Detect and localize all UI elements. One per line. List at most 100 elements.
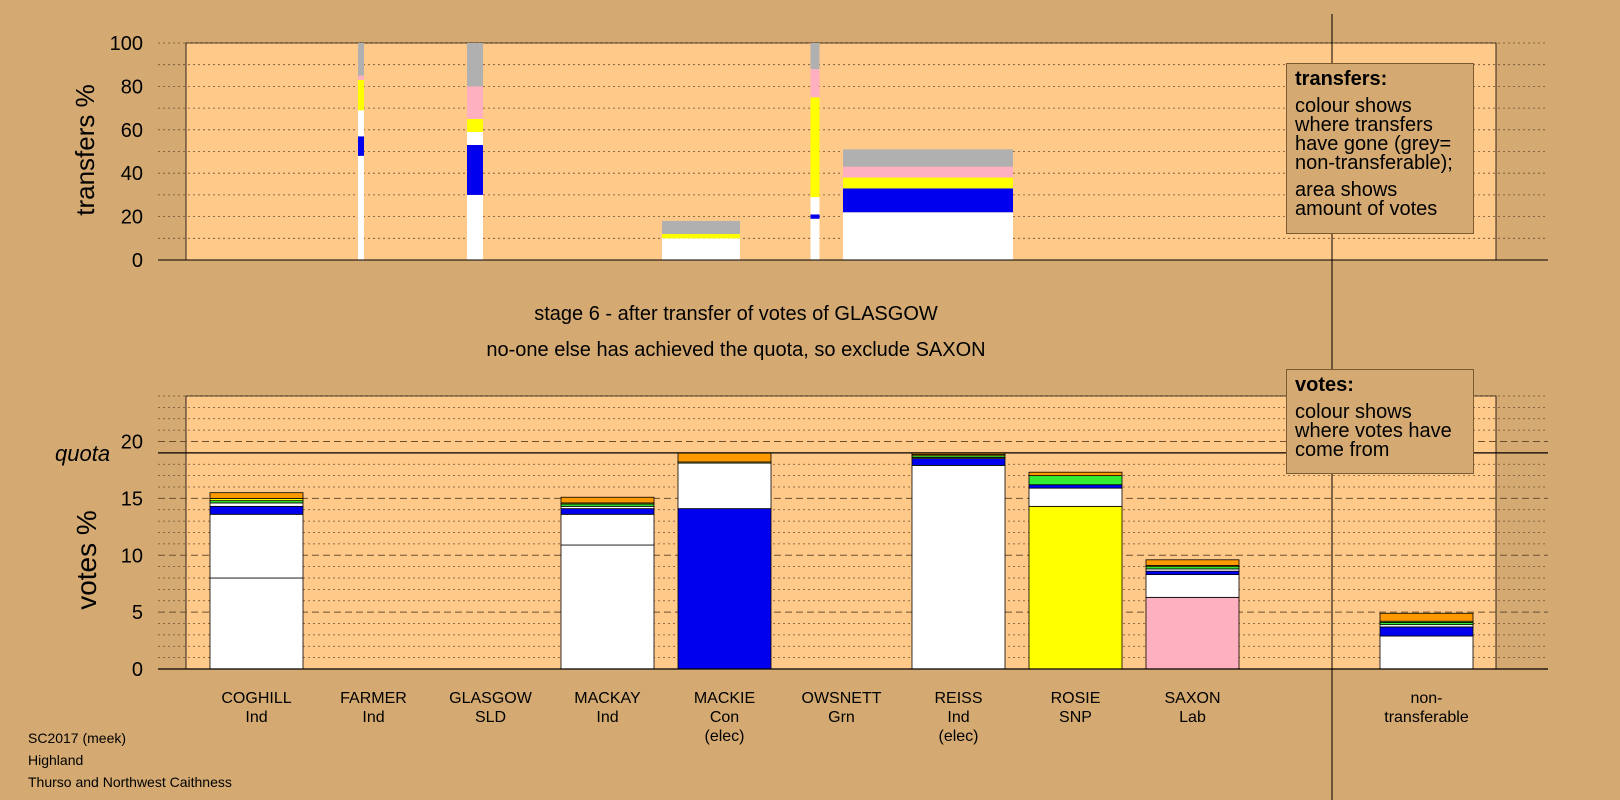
transfer-bar-segment [843,188,1013,213]
transfer-bar-segment [358,110,364,137]
transfers-y-tick-label: 100 [110,33,143,55]
transfer-bar-segment [843,149,1013,167]
vote-bar-segment [209,577,304,670]
votes-legend: votes: colour shows where votes have com… [1286,369,1474,474]
vote-bar-segment [1379,635,1474,670]
candidate-label: SLD [475,709,506,726]
transfer-bar-segment [467,118,483,132]
vote-bar-segment [1145,570,1240,575]
candidate-label: MACKIE [694,690,755,707]
candidate-label: ROSIE [1051,690,1101,707]
transfers-y-tick-label: 40 [121,163,143,185]
candidate-label: Con [710,709,739,726]
vote-bar-segment [1028,484,1123,489]
transfers-legend: transfers: colour shows where transfers … [1286,63,1474,234]
vote-bar-segment [1028,505,1123,670]
transfers-y-tick-label: 20 [121,207,143,229]
transfers-legend-title: transfers: [1295,68,1388,90]
footer-system: SC2017 (meek) [28,730,127,746]
quota-label: quota [55,441,110,466]
transfers-y-tick-label: 80 [121,76,143,98]
vote-bar-segment [1145,574,1240,598]
transfers-legend-text: colour shows where transfers have gone (… [1295,95,1453,174]
exclude-text: no-one else has achieved the quota, so e… [486,339,985,361]
transfer-bar-segment [843,212,1013,260]
votes-y-tick-label: 5 [132,602,143,624]
transfers-y-tick-label: 0 [132,250,143,272]
vote-bar-segment [1028,471,1123,477]
transfer-bar-segment [358,43,364,76]
transfer-bar-segment [662,233,740,239]
transfer-bar-segment [467,194,483,260]
footer-ward: Thurso and Northwest Caithness [28,774,232,790]
transfer-bar-segment [467,144,483,195]
vote-bar-segment [1145,596,1240,670]
transfer-bar-segment [843,177,1013,189]
candidate-label: Ind [362,709,384,726]
transfer-bar-segment [810,43,820,70]
candidate-label: transferable [1384,709,1469,726]
candidate-label: SNP [1059,709,1092,726]
transfers-y-tick-label: 60 [121,120,143,142]
transfer-bar-segment [358,75,364,80]
vote-bar-segment [560,513,655,546]
transfer-bar-segment [358,79,364,111]
vote-bar-segment [1028,475,1123,486]
vote-bar-segment [677,462,772,510]
candidate-label: Lab [1179,709,1206,726]
vote-bar-segment [560,544,655,670]
vote-bar-segment [1028,487,1123,507]
transfer-bar-segment [810,69,820,98]
transfers-axis-title: transfers % [70,84,100,216]
vote-bar-segment [677,508,772,670]
transfer-bar-segment [467,131,483,145]
candidate-label: non- [1410,690,1442,707]
vote-bar-segment [1379,626,1474,637]
transfer-bar-segment [358,155,364,260]
transfers-legend-text-2: area shows amount of votes [1295,179,1438,220]
candidate-label: SAXON [1164,690,1220,707]
transfer-bar-segment [358,136,364,156]
candidate-label: COGHILL [221,690,291,707]
transfer-bar-segment [810,214,820,219]
transfer-bar-segment [810,97,820,198]
transfer-bar-segment [662,220,740,234]
candidate-label: Ind [245,709,267,726]
vote-bar-segment [209,513,304,579]
vote-bar-segment [911,464,1006,670]
vote-bar-segment [677,452,772,463]
votes-legend-text: colour shows where votes have come from [1295,401,1452,461]
footer-region: Highland [28,752,84,768]
vote-bar-segment [209,492,304,499]
vote-bar-segment [209,502,304,507]
transfer-bar-segment [467,43,483,87]
votes-chart: 0 5 10 15 20 COGHILL Ind FARMER Ind GLASGOW SLD MAC… [121,395,1548,745]
transfer-bar-segment [662,238,740,260]
vote-bar-segment [560,496,655,504]
votes-y-tick-label: 15 [121,488,143,510]
stage-text: stage 6 - after transfer of votes of GLA… [534,303,938,325]
candidate-label: MACKAY [574,690,641,707]
votes-legend-title: votes: [1295,374,1354,396]
candidate-label: (elec) [704,728,744,745]
transfer-bar-segment [843,166,1013,178]
votes-y-tick-label: 0 [132,659,143,681]
candidate-label: Ind [947,709,969,726]
candidate-label: GLASGOW [449,690,533,707]
candidate-label: Grn [828,709,855,726]
transfers-chart: 0 20 40 60 80 100 [110,33,1548,272]
transfer-bar-segment [810,218,820,260]
candidate-label: (elec) [938,728,978,745]
vote-bar-segment [209,505,304,515]
votes-y-tick-label: 20 [121,432,143,454]
candidate-label: Ind [596,709,618,726]
candidate-label: REISS [934,690,982,707]
transfer-bar-segment [467,86,483,119]
vote-bar-segment [911,458,1006,466]
candidate-label: OWSNETT [802,690,882,707]
vote-bar-segment [1145,559,1240,566]
transfer-bar-segment [810,197,820,215]
votes-y-tick-label: 10 [121,545,143,567]
votes-axis-title: votes % [71,510,102,610]
